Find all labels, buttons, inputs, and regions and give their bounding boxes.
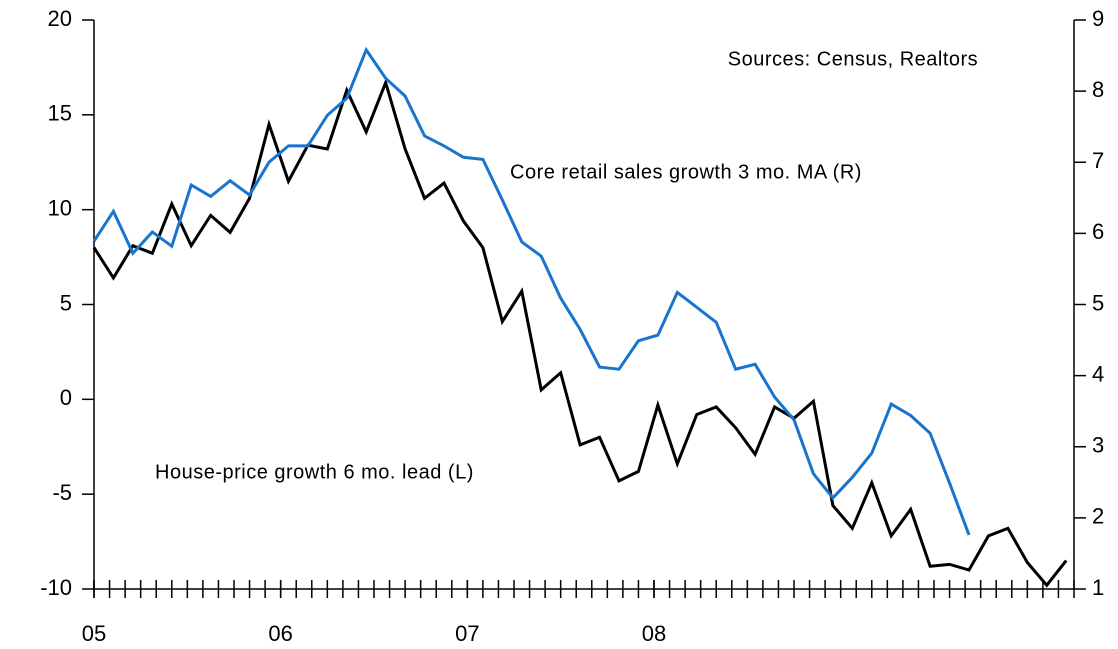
x-tick-label: 08 [642,621,666,646]
y2-tick-label: 6 [1092,219,1104,244]
y-tick-label: -5 [52,480,72,505]
y-tick-label: 15 [48,101,72,126]
x-tick-label: 06 [268,621,292,646]
y2-tick-label: 7 [1092,148,1104,173]
y2-tick-label: 2 [1092,504,1104,529]
y2-tick-label: 8 [1092,77,1104,102]
y-tick-label: 10 [48,195,72,220]
y2-tick-label: 4 [1092,361,1104,386]
y-tick-label: 20 [48,6,72,31]
series-line [92,46,971,536]
y2-tick-label: 3 [1092,433,1104,458]
y2-tick-label: 5 [1092,290,1104,315]
y-tick-label: -10 [40,575,72,600]
series-label: House-price growth 6 mo. lead (L) [155,461,474,483]
y-tick-label: 5 [60,290,72,315]
y2-tick-label: 9 [1092,6,1104,31]
x-tick-label: 05 [82,621,106,646]
series-line [92,77,1068,588]
y2-tick-label: 1 [1092,575,1104,600]
y-tick-label: 0 [60,385,72,410]
source-note: Sources: Census, Realtors [728,48,978,70]
series-label: Core retail sales growth 3 mo. MA (R) [510,161,862,183]
x-tick-label: 07 [455,621,479,646]
